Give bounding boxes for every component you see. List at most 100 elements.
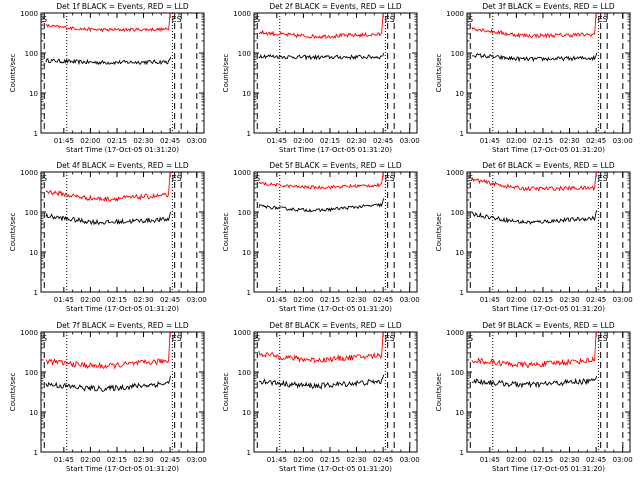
x-tick-label: 02:15 <box>107 137 127 145</box>
y-axis-label: Counts/sec <box>435 54 443 93</box>
y-tick-label: 10 <box>242 409 251 417</box>
x-tick-label: 02:00 <box>80 296 100 304</box>
x-tick-label: 02:15 <box>320 296 340 304</box>
y-tick-label: 100 <box>238 50 251 58</box>
chart-title: Det 8f BLACK = Events, RED = LLD <box>269 321 402 330</box>
corner-label-right: ES <box>385 174 395 183</box>
corner-label-left: S <box>468 334 473 343</box>
y-axis-label: Counts/sec <box>435 373 443 412</box>
lld-series-line <box>471 171 598 192</box>
y-tick-label: 1 <box>460 449 464 457</box>
chart-title: Det 3f BLACK = Events, RED = LLD <box>482 2 615 11</box>
x-tick-label: 02:30 <box>559 456 579 464</box>
x-tick-label: 02:15 <box>533 137 553 145</box>
chart-title: Det 7f BLACK = Events, RED = LLD <box>56 321 189 330</box>
x-tick-label: 01:45 <box>54 137 74 145</box>
x-tick-label: 02:00 <box>80 137 100 145</box>
x-tick-label: 03:00 <box>187 456 207 464</box>
x-axis-label: Start Time (17-Oct-05 01:31:20) <box>279 465 392 473</box>
x-tick-label: 02:45 <box>586 456 606 464</box>
events-series-line <box>471 375 598 389</box>
corner-label-left: S <box>42 334 47 343</box>
x-tick-label: 02:30 <box>133 296 153 304</box>
events-series-line <box>258 52 385 61</box>
y-axis-label: Counts/sec <box>222 54 230 93</box>
plot-frame <box>466 171 631 293</box>
y-tick-label: 1 <box>460 130 464 138</box>
y-axis-label: Counts/sec <box>222 213 230 252</box>
lld-series-line <box>471 331 598 368</box>
events-series-line <box>45 375 172 392</box>
x-tick-label: 02:15 <box>533 456 553 464</box>
y-tick-label: 100 <box>25 209 38 217</box>
plot-frame <box>466 331 631 453</box>
x-tick-label: 02:00 <box>293 296 313 304</box>
x-tick-label: 02:00 <box>293 137 313 145</box>
chart-title: Det 1f BLACK = Events, RED = LLD <box>56 2 189 11</box>
y-tick-label: 1 <box>34 289 38 297</box>
corner-label-right: ES <box>385 15 395 24</box>
y-axis-label: Counts/sec <box>9 373 17 412</box>
lld-series-line <box>258 12 385 40</box>
y-axis-label: Counts/sec <box>435 213 443 252</box>
chart-title: Det 4f BLACK = Events, RED = LLD <box>56 161 189 170</box>
x-axis-label: Start Time (17-Oct-05 01:31:20) <box>66 465 179 473</box>
y-tick-label: 10 <box>29 409 38 417</box>
events-series-line <box>258 198 385 213</box>
y-tick-label: 10 <box>242 249 251 257</box>
x-tick-label: 02:30 <box>346 296 366 304</box>
plot-frame <box>253 12 418 134</box>
x-tick-label: 03:00 <box>400 456 420 464</box>
y-tick-label: 1000 <box>233 329 251 337</box>
chart-panel-3f: Det 3f BLACK = Events, RED = LLD 1 10 100 10… <box>435 2 633 154</box>
corner-label-left: S <box>468 174 473 183</box>
x-tick-label: 01:45 <box>480 137 500 145</box>
x-tick-label: 02:30 <box>346 137 366 145</box>
chart-panel-5f: Det 5f BLACK = Events, RED = LLD 1 10 100 10… <box>222 161 420 313</box>
x-axis-label: Start Time (17-Oct-05 01:31:20) <box>66 305 179 313</box>
x-tick-label: 02:45 <box>373 137 393 145</box>
events-series-line <box>471 210 598 225</box>
y-tick-label: 10 <box>29 249 38 257</box>
y-tick-label: 1 <box>247 130 251 138</box>
x-tick-label: 02:15 <box>320 137 340 145</box>
x-tick-label: 03:00 <box>187 296 207 304</box>
x-tick-label: 01:45 <box>480 296 500 304</box>
chart-panel-7f: Det 7f BLACK = Events, RED = LLD 1 10 100 10… <box>9 321 207 473</box>
x-tick-label: 01:45 <box>54 456 74 464</box>
y-tick-label: 100 <box>451 369 464 377</box>
corner-label-right: ES <box>598 15 608 24</box>
x-tick-label: 02:15 <box>533 296 553 304</box>
chart-panel-6f: Det 6f BLACK = Events, RED = LLD 1 10 100 10… <box>435 161 633 313</box>
y-tick-label: 1 <box>34 449 38 457</box>
x-tick-label: 01:45 <box>54 296 74 304</box>
y-tick-label: 10 <box>29 90 38 98</box>
y-tick-label: 1 <box>460 289 464 297</box>
x-tick-label: 03:00 <box>613 296 633 304</box>
lld-series-line <box>258 171 385 191</box>
corner-label-left: S <box>42 15 47 24</box>
corner-label-left: S <box>42 174 47 183</box>
x-axis-label: Start Time (17-Oct-05 01:31:20) <box>492 465 605 473</box>
y-tick-label: 1000 <box>20 10 38 18</box>
y-tick-label: 1000 <box>233 169 251 177</box>
x-axis-label: Start Time (17-Oct-05 01:31:20) <box>279 146 392 154</box>
lld-series-line <box>45 331 172 370</box>
lld-series-line <box>471 12 598 39</box>
x-axis-label: Start Time (17-Oct-05 01:31:20) <box>279 305 392 313</box>
corner-label-right: ES <box>598 174 608 183</box>
y-tick-label: 1000 <box>446 169 464 177</box>
y-axis-label: Counts/sec <box>9 213 17 252</box>
plot-frame <box>253 331 418 453</box>
x-tick-label: 02:45 <box>586 137 606 145</box>
x-tick-label: 02:30 <box>346 456 366 464</box>
plot-frame <box>40 331 205 453</box>
x-tick-label: 03:00 <box>187 137 207 145</box>
chart-title: Det 6f BLACK = Events, RED = LLD <box>482 161 615 170</box>
x-tick-label: 03:00 <box>400 296 420 304</box>
y-tick-label: 1000 <box>20 329 38 337</box>
x-tick-label: 02:45 <box>160 296 180 304</box>
lld-series-line <box>258 331 385 364</box>
x-tick-label: 02:00 <box>293 456 313 464</box>
corner-label-left: S <box>255 15 260 24</box>
